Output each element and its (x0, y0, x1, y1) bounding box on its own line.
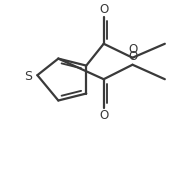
Text: O: O (99, 3, 108, 16)
Text: O: O (128, 50, 137, 63)
Text: O: O (99, 109, 108, 122)
Text: O: O (128, 43, 137, 56)
Text: S: S (24, 70, 32, 83)
